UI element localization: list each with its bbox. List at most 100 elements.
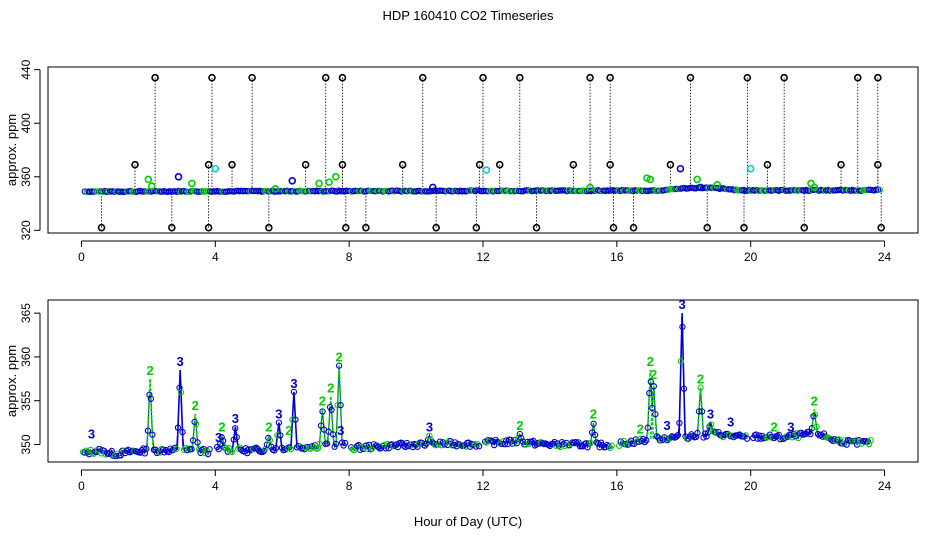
flag-2-marker	[325, 178, 333, 186]
series-point	[575, 439, 582, 446]
peak-line	[290, 391, 298, 448]
series-point	[811, 411, 819, 418]
out-of-range-low-marker	[168, 223, 176, 232]
series-point	[335, 362, 343, 369]
series-point	[591, 431, 599, 439]
flag-marker	[569, 160, 578, 169]
out-of-range-low-marker	[432, 223, 440, 232]
series-point	[338, 439, 346, 446]
series-point	[593, 439, 600, 446]
series-point	[436, 438, 444, 445]
series-point	[744, 435, 751, 442]
series-point	[144, 427, 152, 434]
series-point	[167, 445, 174, 452]
series-point	[697, 384, 704, 391]
series-point	[370, 441, 377, 448]
peak-line	[176, 370, 184, 450]
peak-line	[696, 387, 705, 436]
series-point	[584, 444, 591, 451]
series-point	[712, 428, 719, 436]
series-point	[753, 431, 760, 438]
out-of-range-high-marker	[151, 73, 159, 82]
series-point	[441, 441, 448, 448]
series-point	[643, 437, 650, 444]
series-point	[814, 430, 822, 438]
flag-marker	[398, 160, 407, 169]
series-point	[462, 443, 469, 450]
series-point	[676, 419, 683, 427]
series-point	[515, 434, 522, 442]
flag-3-marker	[696, 183, 705, 192]
out-of-range-high-marker	[606, 73, 614, 82]
series-point	[220, 437, 227, 445]
page-title: HDP 160410 CO2 Timeseries	[382, 8, 554, 23]
series-point	[518, 434, 525, 442]
plot-frame	[47, 299, 919, 463]
out-of-range-high-marker	[338, 73, 347, 82]
series-point	[721, 431, 728, 439]
peak-flag-label: 2	[192, 398, 199, 413]
series-point	[266, 437, 273, 444]
peak-flag-label: 2	[697, 372, 704, 387]
series-point	[865, 440, 873, 448]
peak-line	[318, 409, 327, 446]
peak-flag-label: 2	[265, 420, 272, 435]
series-point	[194, 439, 201, 446]
flag-2-marker	[331, 172, 340, 181]
flag-2-marker	[713, 181, 722, 189]
flag-2-marker	[315, 179, 323, 188]
peak-flag-label: 2	[218, 420, 225, 435]
series-point	[173, 445, 180, 453]
series-point	[709, 427, 716, 434]
x-tick-label: 0	[78, 479, 85, 493]
series-point	[572, 438, 579, 446]
flag-marker	[666, 160, 675, 169]
minor-flag-label: 3	[787, 420, 794, 435]
series-point	[756, 432, 763, 439]
series-point	[590, 420, 597, 427]
out-of-range-low-marker	[877, 223, 885, 232]
series-point	[290, 388, 298, 396]
out-of-range-high-marker	[208, 73, 216, 82]
out-of-range-low-marker	[703, 223, 711, 232]
out-of-range-high-marker	[780, 73, 788, 82]
flag-3-marker	[676, 164, 685, 173]
series-point	[551, 438, 558, 446]
flag-3-marker	[429, 183, 437, 192]
series-point	[768, 433, 775, 441]
out-of-range-low-marker	[629, 223, 638, 232]
series-point	[647, 378, 654, 385]
out-of-range-low-marker	[342, 223, 350, 232]
y-axis-title: approx. ppm	[4, 114, 19, 186]
out-of-range-high-marker	[479, 73, 487, 82]
series-point	[224, 448, 231, 455]
peak-line	[678, 313, 686, 437]
series-point	[233, 433, 240, 441]
x-tick-label: 4	[212, 250, 219, 264]
series-point	[667, 434, 674, 442]
peak-flag-label: 2	[650, 367, 657, 382]
minor-flag-label: 2	[285, 423, 292, 438]
series-point	[337, 402, 344, 409]
out-of-range-low-marker	[532, 223, 541, 232]
series-point	[810, 412, 817, 420]
out-of-range-high-marker	[853, 73, 862, 82]
series-point	[698, 408, 706, 415]
y-tick-label: 440	[19, 59, 33, 79]
minor-flag-label: 2	[637, 421, 644, 436]
flag-cyan-marker	[746, 164, 755, 173]
peak-flag-label: 3	[275, 407, 282, 422]
series-point	[587, 440, 594, 447]
x-tick-label: 4	[212, 479, 219, 493]
series-point	[703, 433, 710, 440]
top-panel: 0 4 8 12 16 20 24 320 360 400 440 approx. ppm	[4, 59, 919, 264]
flag-marker	[204, 160, 213, 169]
series-point	[620, 437, 627, 445]
baseline-point	[873, 186, 880, 193]
flag-2-marker	[586, 183, 594, 192]
peak-line	[275, 422, 283, 449]
out-of-range-high-marker	[321, 73, 330, 82]
series-point	[674, 431, 682, 439]
series-point	[414, 443, 421, 450]
